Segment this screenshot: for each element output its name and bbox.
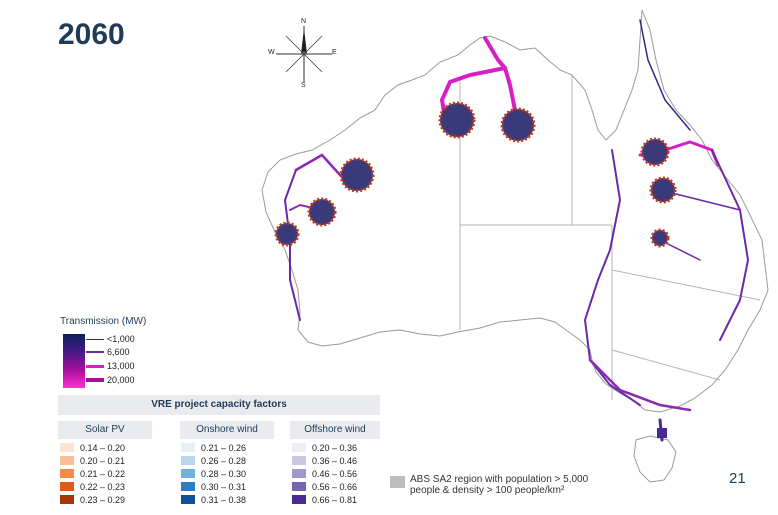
transmission-legend: Transmission (MW) <1,000 6,600 13,000 20… [58,316,153,392]
legend-item: 0.21 – 0.22 [60,468,125,479]
compass-icon [276,26,332,82]
legend-item: 0.20 – 0.36 [292,442,357,453]
abs-line1: ABS SA2 region with population > 5,000 [410,474,589,485]
legend-item: 0.28 – 0.30 [181,468,246,479]
legend-item: 0.56 – 0.66 [292,481,357,492]
abs-legend: ABS SA2 region with population > 5,000 p… [390,474,588,496]
onshore-header: Onshore wind [180,421,274,439]
abs-line2: people & density > 100 people/km² [410,485,565,496]
legend-item: 0.23 – 0.29 [60,494,125,505]
legend-item: 0.22 – 0.23 [60,481,125,492]
australia-mainland [261,9,769,413]
offshore-marker [657,428,667,438]
legend-item: 0.31 – 0.38 [181,494,246,505]
legend-item: 20,000 [86,375,135,385]
abs-swatch [390,476,405,488]
compass-n: N [301,18,307,25]
compass-s: S [301,82,306,89]
compass-rose: N S E W [268,18,340,90]
page-title: 2060 [58,18,125,51]
legend-item: 0.21 – 0.26 [181,442,246,453]
legend-item: <1,000 [86,334,135,344]
hub-marker [274,221,300,247]
compass-w: W [268,49,275,56]
legend-item: 6,600 [86,347,130,357]
transmission-gradient [63,334,85,388]
legend-item: 0.66 – 0.81 [292,494,357,505]
offshore-header: Offshore wind [290,421,380,439]
hub-marker [640,137,670,167]
hub-marker [307,197,337,227]
legend-item: 0.14 – 0.20 [60,442,125,453]
legend-item: 0.46 – 0.56 [292,468,357,479]
hub-marker [649,176,677,204]
hub-marker [650,228,670,248]
compass-e: E [332,49,337,56]
hub-marker [339,157,375,193]
legend-item: 0.20 – 0.21 [60,455,125,466]
hub-marker [500,107,536,143]
legend-item: 0.26 – 0.28 [181,455,246,466]
page-number: 21 [729,470,746,487]
vre-legend-title: VRE project capacity factors [58,395,380,415]
hub-marker [438,101,476,139]
solar-header: Solar PV [58,421,152,439]
tasmania [633,435,677,483]
legend-item: 0.30 – 0.31 [181,481,246,492]
vre-hubs [274,101,677,438]
legend-item: 13,000 [86,361,135,371]
transmission-legend-title: Transmission (MW) [60,316,147,327]
legend-item: 0.36 – 0.46 [292,455,357,466]
